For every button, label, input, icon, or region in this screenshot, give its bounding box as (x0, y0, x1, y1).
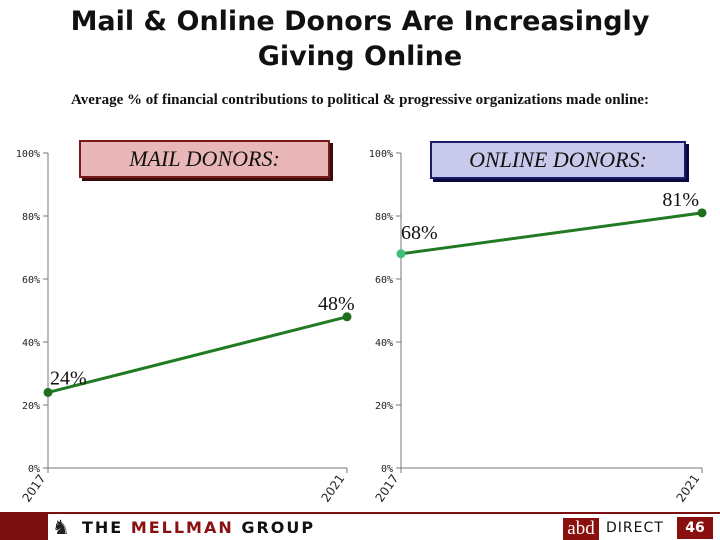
page-number: 46 (677, 517, 713, 539)
mail-data-label-2021: 48% (318, 293, 355, 315)
online-series-line (400, 211, 703, 256)
mail-donors-label: MAIL DONORS: (79, 140, 330, 178)
online-donors-label: ONLINE DONORS: (430, 141, 686, 179)
chart-subtitle: Average % of financial contributions to … (71, 92, 649, 108)
online-y-tick-label: 40% (375, 338, 393, 349)
online-y-tick-label: 0% (381, 464, 393, 475)
mail-y-tick-label: 20% (22, 401, 40, 412)
mellman-prefix: THE (82, 518, 131, 537)
mail-x-tick-label: 2021 (318, 472, 347, 505)
online-point-2021 (697, 208, 707, 218)
mail-x-tick-label: 2017 (19, 472, 48, 505)
chart-area: 0% 20% 40% 60% 80% 100% 2017 2021 24% 48% 0% 20% 40%… (16, 149, 707, 505)
online-data-label-2017: 68% (401, 222, 438, 244)
online-data-label-2021: 81% (662, 189, 699, 211)
direct-logo-text: DIRECT (606, 520, 664, 536)
online-point-2017 (396, 249, 406, 259)
mail-y-tick-label: 40% (22, 338, 40, 349)
chess-knight-icon: ♞ (52, 515, 70, 539)
online-y-tick-label: 100% (369, 149, 393, 160)
online-y-tick-label: 20% (375, 401, 393, 412)
mellman-group-logo: THE MELLMAN GROUP (82, 518, 315, 538)
footer-left-block (0, 514, 48, 540)
online-y-tick-label: 80% (375, 212, 393, 223)
title-line-2: Giving Online (257, 41, 463, 72)
mail-point-2017 (43, 387, 53, 397)
online-x-tick-label: 2021 (673, 472, 702, 505)
mail-y-tick-label: 60% (22, 275, 40, 286)
footer: ♞ THE MELLMAN GROUP abd DIRECT 46 (0, 512, 720, 540)
mellman-suffix: GROUP (233, 518, 316, 537)
mellman-highlight: MELLMAN (130, 518, 234, 537)
mail-series-line (47, 315, 348, 394)
page-title: Mail & Online Donors Are Increasingly Gi… (0, 4, 720, 74)
footer-divider (0, 512, 720, 514)
abd-logo: abd (563, 518, 599, 540)
online-y-tick-label: 60% (375, 275, 393, 286)
mail-point-2021 (342, 312, 352, 322)
mail-y-tick-label: 100% (16, 149, 40, 160)
mail-data-label-2017: 24% (50, 367, 87, 389)
title-line-1: Mail & Online Donors Are Increasingly (70, 6, 650, 37)
online-x-tick-label: 2017 (372, 472, 401, 505)
mail-y-tick-label: 0% (28, 464, 40, 475)
mail-y-tick-label: 80% (22, 212, 40, 223)
